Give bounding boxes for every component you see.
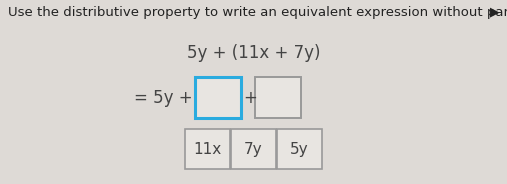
Text: 11x: 11x	[193, 141, 222, 157]
Text: Use the distributive property to write an equivalent expression without parenthe: Use the distributive property to write a…	[8, 6, 507, 19]
Text: 5y + (11x + 7y): 5y + (11x + 7y)	[187, 44, 320, 62]
Text: ▶︎: ▶︎	[490, 6, 499, 19]
Text: 5y: 5y	[291, 141, 309, 157]
Text: 7y: 7y	[244, 141, 263, 157]
Text: = 5y +: = 5y +	[134, 89, 193, 107]
Text: +: +	[243, 89, 257, 107]
